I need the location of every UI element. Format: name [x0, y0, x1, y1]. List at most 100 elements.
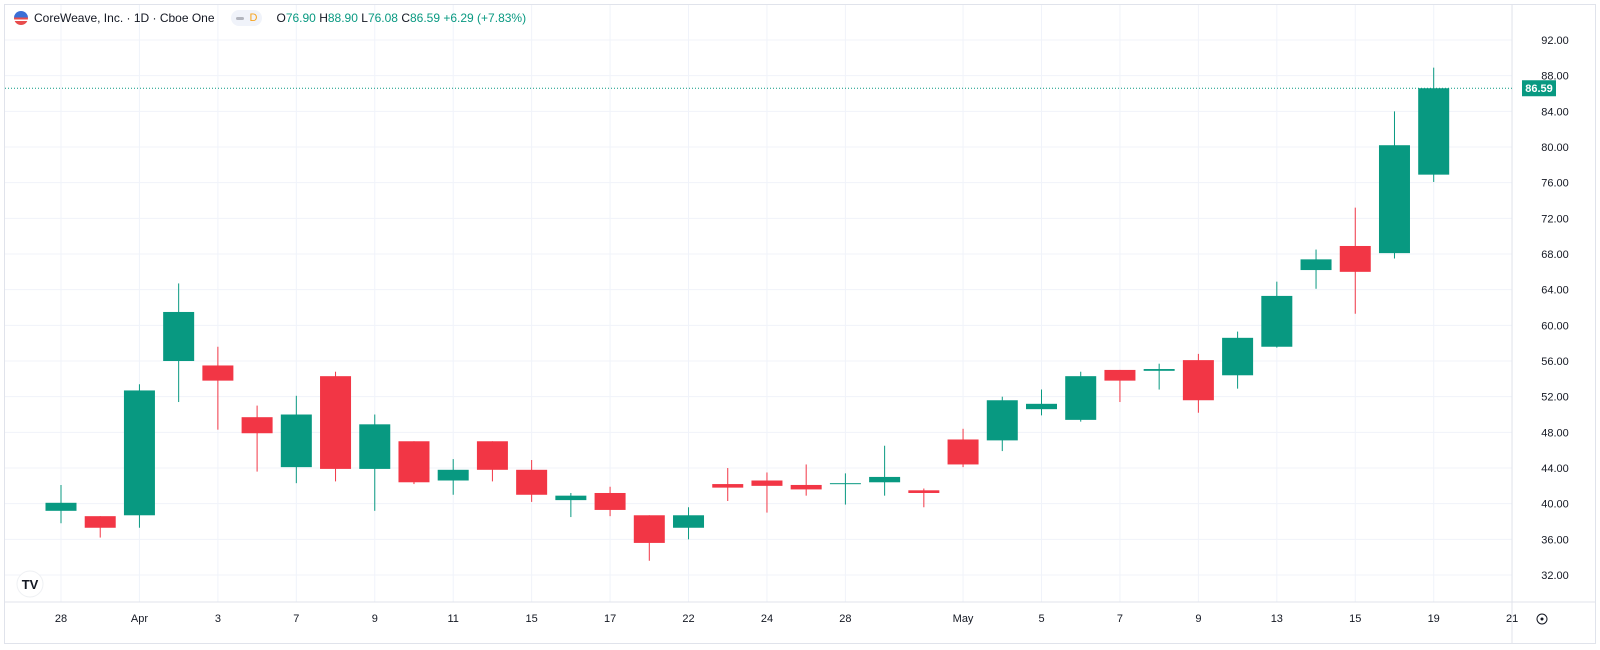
- candle-body: [45, 502, 77, 511]
- x-tick-label: 28: [55, 613, 67, 625]
- tradingview-logo-icon: TV: [16, 570, 44, 598]
- candle-body: [673, 515, 705, 528]
- x-tick-label: Apr: [131, 613, 148, 625]
- x-tick-label: 9: [372, 613, 378, 625]
- candle-body: [320, 376, 352, 469]
- candle: [123, 384, 155, 528]
- symbol-title[interactable]: CoreWeave, Inc. · 1D · Cboe One: [34, 11, 215, 25]
- candle-body: [1378, 145, 1410, 254]
- settings-dot: [1540, 617, 1544, 621]
- close-value: 86.59: [409, 11, 441, 25]
- candle: [1104, 369, 1136, 403]
- candle-body: [751, 480, 783, 486]
- candle: [751, 472, 783, 513]
- x-tick-label: 11: [447, 613, 458, 625]
- last-price-label: 86.59: [1525, 83, 1553, 95]
- candle: [1378, 111, 1410, 259]
- candle-body: [555, 495, 587, 501]
- candle: [202, 346, 234, 430]
- candle-body: [1339, 245, 1371, 272]
- x-tick-label: 17: [604, 613, 616, 625]
- us-flag-icon: [14, 11, 28, 25]
- candle-body: [1261, 295, 1293, 347]
- x-tick-label: 13: [1271, 613, 1283, 625]
- x-tick-label: 15: [526, 613, 538, 625]
- x-tick-label: 15: [1349, 613, 1361, 625]
- candle: [947, 428, 979, 468]
- y-tick-label: 76.00: [1541, 178, 1569, 190]
- close-label: C: [401, 11, 410, 25]
- candle: [359, 414, 391, 511]
- candle: [555, 492, 587, 518]
- candle-body: [359, 424, 391, 469]
- low-value: 76.08: [367, 11, 398, 25]
- y-tick-label: 44.00: [1541, 463, 1569, 475]
- candle: [1261, 281, 1293, 348]
- candle-body: [84, 516, 116, 528]
- x-tick-label: 28: [839, 613, 851, 625]
- y-tick-label: 84.00: [1541, 106, 1569, 118]
- x-tick-label: 3: [215, 613, 221, 625]
- candle: [1065, 371, 1097, 422]
- candle: [516, 459, 548, 502]
- y-tick-label: 64.00: [1541, 285, 1569, 297]
- candle: [790, 464, 822, 496]
- y-tick-label: 92.00: [1541, 35, 1569, 47]
- candle-body: [123, 390, 155, 516]
- y-tick-label: 60.00: [1541, 320, 1569, 332]
- market-status-pill[interactable]: D: [230, 10, 263, 26]
- x-tick-label: 7: [1117, 613, 1123, 625]
- candle-body: [1104, 369, 1136, 381]
- y-tick-label: 68.00: [1541, 249, 1569, 261]
- candle-body: [476, 441, 508, 470]
- y-tick-label: 88.00: [1541, 71, 1569, 83]
- candle: [1222, 331, 1254, 389]
- candle-body: [163, 311, 195, 362]
- logo-bg: [16, 570, 44, 598]
- ohlc-values: O76.90 H88.90 L76.08 C86.59 +6.29 (+7.83…: [276, 11, 526, 25]
- y-tick-label: 52.00: [1541, 392, 1569, 404]
- candle-body: [790, 484, 822, 490]
- candle-body: [947, 439, 979, 465]
- candle: [398, 441, 430, 485]
- candle: [437, 459, 469, 495]
- chart-frame: [4, 4, 1596, 644]
- chart-legend: CoreWeave, Inc. · 1D · Cboe One D O76.90…: [14, 10, 526, 26]
- x-tick-label: May: [953, 613, 974, 625]
- candle: [633, 515, 665, 561]
- x-tick-label: 24: [761, 613, 773, 625]
- y-tick-label: 80.00: [1541, 142, 1569, 154]
- candle-body: [908, 490, 940, 493]
- y-tick-label: 32.00: [1541, 570, 1569, 582]
- candle-body: [241, 417, 273, 434]
- candle-body: [633, 515, 665, 543]
- candle-body: [712, 484, 744, 488]
- candle: [476, 441, 508, 482]
- candle-body: [280, 414, 312, 468]
- candle: [829, 473, 861, 505]
- candle: [45, 484, 77, 524]
- candle-body: [398, 441, 430, 483]
- candle: [163, 283, 195, 403]
- high-label: H: [319, 11, 328, 25]
- change-value: +6.29 (+7.83%): [443, 11, 527, 25]
- y-tick-label: 72.00: [1541, 213, 1569, 225]
- candle-body: [516, 469, 548, 495]
- candle: [84, 516, 116, 538]
- x-tick-label: 9: [1195, 613, 1201, 625]
- candle: [1026, 389, 1057, 416]
- candle: [280, 395, 312, 484]
- y-tick-label: 36.00: [1541, 534, 1569, 546]
- candle: [712, 468, 744, 502]
- candle-body: [829, 483, 861, 485]
- candle: [1300, 249, 1332, 289]
- open-value: 76.90: [285, 11, 316, 25]
- candle: [986, 396, 1018, 452]
- settings-icon[interactable]: [1536, 613, 1548, 625]
- candle-body: [869, 476, 901, 483]
- candle-body: [1300, 259, 1332, 271]
- candle: [1143, 363, 1175, 390]
- y-tick-label: 56.00: [1541, 356, 1569, 368]
